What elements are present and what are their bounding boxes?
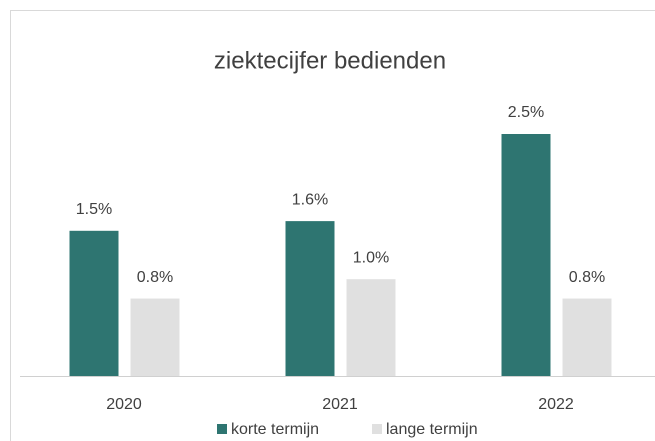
legend-label: lange termijn [386,421,478,438]
data-label: 1.5% [76,201,112,218]
bar [285,221,335,376]
data-label: 0.8% [569,269,605,286]
legend-swatch [217,424,227,434]
data-label: 0.8% [137,269,173,286]
bar [69,230,119,376]
data-label: 1.0% [353,249,389,266]
legend-label: korte termijn [231,421,319,438]
bar [130,298,180,376]
chart-title: ziektecijfer bedienden [214,47,446,74]
bar [501,134,551,376]
data-label: 2.5% [508,104,544,121]
legend-swatch [372,424,382,434]
data-label: 1.6% [292,191,328,208]
bar [562,298,612,376]
x-tick-label: 2021 [322,396,358,413]
bar [346,279,396,376]
x-tick-label: 2020 [106,396,142,413]
x-tick-label: 2022 [538,396,574,413]
